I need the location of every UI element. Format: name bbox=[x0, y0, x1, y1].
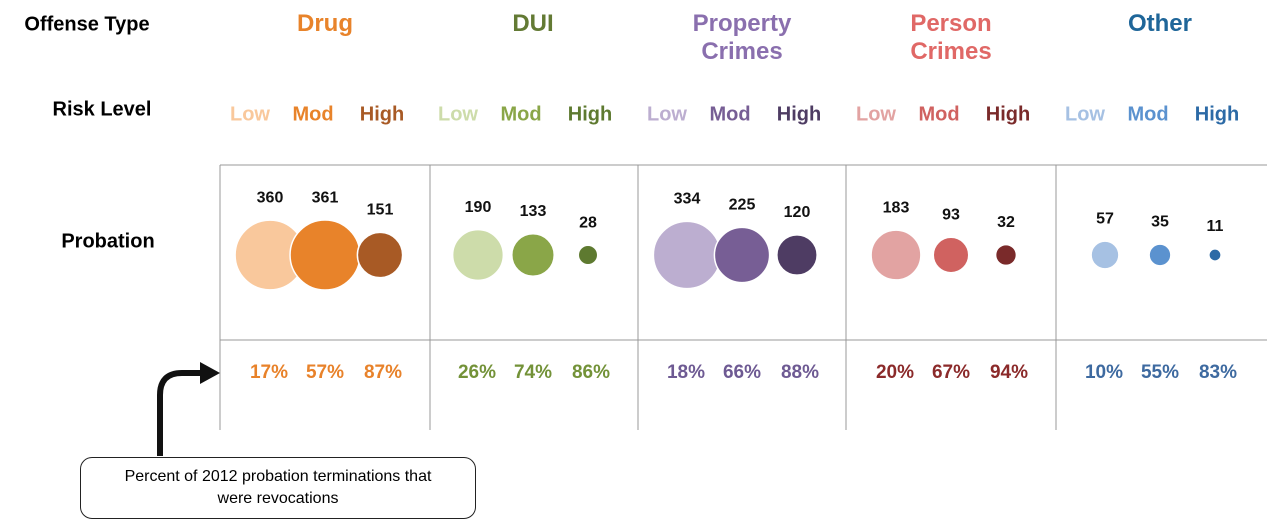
arrow-head bbox=[200, 362, 220, 384]
rate-label: 87% bbox=[364, 362, 402, 383]
rate-label: 74% bbox=[514, 362, 552, 383]
count-label: 190 bbox=[465, 199, 492, 216]
rate-label: 66% bbox=[723, 362, 761, 383]
bubble bbox=[870, 229, 922, 281]
rate-label: 67% bbox=[932, 362, 970, 383]
bubble bbox=[932, 236, 970, 274]
count-label: 28 bbox=[579, 214, 597, 231]
risk-label: High bbox=[986, 103, 1030, 125]
count-label: 133 bbox=[520, 203, 547, 220]
bubble bbox=[511, 233, 555, 277]
count-label: 361 bbox=[312, 189, 339, 206]
count-label: 32 bbox=[997, 214, 1015, 231]
risk-label: Low bbox=[856, 103, 896, 125]
row-label: Risk Level bbox=[53, 98, 152, 120]
count-label: 151 bbox=[367, 202, 394, 219]
bubble bbox=[356, 231, 404, 279]
count-label: 334 bbox=[674, 191, 701, 208]
rate-label: 57% bbox=[306, 362, 344, 383]
bubble bbox=[652, 220, 722, 290]
group-name: Other bbox=[1127, 10, 1192, 37]
risk-label: High bbox=[568, 103, 612, 125]
grid bbox=[219, 164, 1267, 430]
count-label: 93 bbox=[942, 206, 960, 223]
bubble bbox=[1090, 240, 1120, 270]
group-name: Property Crimes bbox=[692, 10, 792, 65]
count-label: 120 bbox=[784, 204, 811, 221]
risk-label: Low bbox=[1065, 103, 1105, 125]
risk-label: Mod bbox=[709, 103, 750, 125]
count-label: 11 bbox=[1207, 218, 1224, 235]
risk-label: Low bbox=[230, 103, 270, 125]
rate-label: 88% bbox=[781, 362, 819, 383]
rate-label: 18% bbox=[667, 362, 705, 383]
bubble bbox=[451, 228, 505, 282]
group-name: Person Crimes bbox=[910, 10, 992, 65]
arrow bbox=[157, 370, 205, 456]
rate-label: 83% bbox=[1199, 362, 1237, 383]
count-label: 35 bbox=[1151, 213, 1169, 230]
risk-label: High bbox=[777, 103, 821, 125]
annotation: Percent of 2012 probation terminations t… bbox=[80, 457, 476, 519]
bubble bbox=[994, 243, 1018, 267]
group-name: Drug bbox=[297, 10, 353, 37]
rate-label: 20% bbox=[876, 362, 914, 383]
rate-label: 10% bbox=[1085, 362, 1123, 383]
row-label: Offense Type bbox=[24, 13, 149, 35]
count-label: 183 bbox=[883, 199, 910, 216]
rate-label: 17% bbox=[250, 362, 288, 383]
bubble bbox=[289, 219, 361, 291]
risk-label: Mod bbox=[918, 103, 959, 125]
risk-label: Mod bbox=[500, 103, 541, 125]
rate-label: 86% bbox=[572, 362, 610, 383]
risk-label: Low bbox=[438, 103, 478, 125]
bubble bbox=[1148, 243, 1172, 267]
rate-label: 26% bbox=[458, 362, 496, 383]
group-name: DUI bbox=[512, 10, 554, 37]
row-label: Probation bbox=[61, 230, 154, 252]
count-label: 360 bbox=[257, 189, 284, 206]
rate-label: 94% bbox=[990, 362, 1028, 383]
count-label: 225 bbox=[729, 197, 756, 214]
risk-label: Mod bbox=[292, 103, 333, 125]
risk-label: Low bbox=[647, 103, 687, 125]
rate-label: 55% bbox=[1141, 362, 1179, 383]
bubble bbox=[1208, 248, 1222, 262]
bubble bbox=[713, 226, 771, 284]
bubble bbox=[577, 244, 599, 266]
risk-label: Mod bbox=[1127, 103, 1168, 125]
risk-label: High bbox=[1195, 103, 1239, 125]
bubble bbox=[776, 234, 818, 276]
count-label: 57 bbox=[1096, 210, 1114, 227]
risk-label: High bbox=[360, 103, 404, 125]
